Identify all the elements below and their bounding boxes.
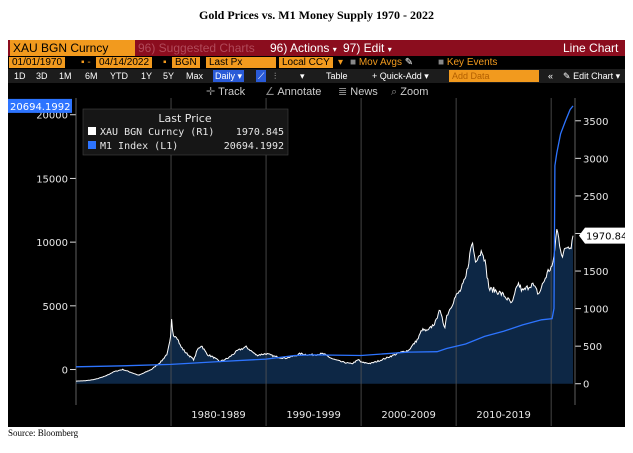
- frequency-select[interactable]: Daily ▾: [213, 70, 245, 82]
- collapse-icon[interactable]: «: [548, 71, 554, 81]
- calendar-icon[interactable]: ▪: [163, 57, 167, 68]
- legend-header: Last Price: [158, 112, 211, 125]
- key-events-label: Key Events: [446, 57, 498, 68]
- edit-chart-button[interactable]: ✎ Edit Chart ▾: [563, 70, 620, 82]
- gold-last-value-text: 1970.845: [586, 232, 625, 243]
- checkbox-icon: ■: [438, 57, 445, 68]
- source-field[interactable]: BGN: [172, 57, 200, 68]
- pencil-icon: ✎: [563, 71, 571, 81]
- gold-last-value-badge: [579, 227, 625, 244]
- right-axis-tick-label: 0: [583, 380, 589, 391]
- left-axis-tick-label: 5000: [43, 302, 68, 313]
- date-toolbar: 01/01/1970 ▪ - 04/14/2022 ▪ BGN Last Px …: [8, 56, 625, 69]
- checkbox-icon: ■: [350, 57, 357, 68]
- left-axis-tick-label: 10000: [36, 238, 68, 249]
- gold-price-line[interactable]: [76, 229, 574, 382]
- date-range-dash: ▪ -: [81, 57, 91, 68]
- legend-value-gold: 1970.845: [236, 127, 284, 138]
- legend-swatch-m1: [88, 141, 96, 149]
- period-max[interactable]: Max: [186, 71, 204, 81]
- legend-label-gold: XAU BGN Curncy (R1): [100, 127, 214, 138]
- chevron-down-icon[interactable]: ▾: [300, 71, 305, 81]
- period-1m[interactable]: 1M: [59, 71, 72, 81]
- chevron-down-icon[interactable]: ▾: [338, 57, 344, 68]
- track-tool[interactable]: ✛ Track: [206, 85, 245, 99]
- line-chart-icon[interactable]: ⟋: [256, 70, 267, 82]
- m1-last-value-badge: [8, 98, 72, 113]
- news-label: News: [350, 86, 378, 98]
- zoom-label: Zoom: [400, 86, 429, 98]
- quick-add-label: + Quick-Add: [372, 71, 422, 81]
- right-axis-tick-label: 1500: [583, 267, 608, 278]
- chevron-down-icon: ▾: [237, 71, 243, 81]
- legend-swatch-gold: [88, 127, 96, 135]
- m1-index-line[interactable]: [75, 105, 574, 368]
- period-6m[interactable]: 6M: [85, 71, 98, 81]
- decade-label: 1980-1989: [191, 410, 246, 421]
- edit-chart-label: Edit Chart: [573, 71, 614, 81]
- suggested-charts-button[interactable]: 96) Suggested Charts: [138, 41, 255, 55]
- right-axis-tick-label: 500: [583, 342, 602, 353]
- period-ytd[interactable]: YTD: [110, 71, 128, 81]
- gold-area-fill: [76, 229, 573, 384]
- left-axis-tick-label: 0: [62, 366, 68, 377]
- right-axis-tick-label: 2500: [583, 192, 608, 203]
- m1-last-value-text: 20694.1992: [10, 102, 70, 113]
- news-tool[interactable]: ≣ News: [338, 85, 378, 99]
- news-icon: ≣: [338, 86, 348, 98]
- title-toolbar: XAU BGN Curncy 96) Suggested Charts 96) …: [8, 40, 625, 56]
- chevron-down-icon: ▾: [615, 71, 621, 81]
- table-button[interactable]: Table: [326, 71, 348, 81]
- track-label: Track: [218, 86, 246, 98]
- chevron-down-icon: ▾: [424, 71, 429, 81]
- security-field[interactable]: XAU BGN Curncy: [10, 40, 135, 56]
- annotate-tool[interactable]: ∠ Annotate: [265, 85, 321, 99]
- right-axis-tick-label: 3000: [583, 154, 608, 165]
- legend-value-m1: 20694.1992: [224, 141, 284, 152]
- annotate-label: Annotate: [277, 86, 322, 98]
- source-note: Source: Bloomberg: [8, 428, 79, 438]
- crosshair-icon: ✛: [206, 86, 216, 98]
- chart-tools-toolbar: ✛ Track ∠ Annotate ≣ News ⌕ Zoom: [8, 83, 625, 101]
- actions-menu[interactable]: 96) Actions ▾: [270, 40, 337, 56]
- period-5y[interactable]: 5Y: [163, 71, 175, 81]
- key-events-toggle[interactable]: ■ Key Events: [438, 57, 497, 68]
- legend-label-m1: M1 Index (L1): [100, 141, 178, 152]
- annotate-icon: ∠: [265, 86, 275, 98]
- mov-avgs-toggle[interactable]: ■ Mov Avgs ✎: [350, 57, 413, 68]
- magnifier-icon: ⌕: [391, 86, 398, 98]
- mov-avgs-label: Mov Avgs: [358, 57, 402, 68]
- edit-menu[interactable]: 97) Edit ▾: [343, 40, 392, 56]
- price-field[interactable]: Last Px: [206, 57, 276, 68]
- actions-label: 96) Actions: [270, 41, 330, 55]
- bar-chart-icon[interactable]: ⫶: [274, 71, 277, 81]
- decade-label: 1990-1999: [286, 410, 341, 421]
- legend-box: [82, 108, 289, 156]
- edit-label: 97) Edit: [343, 41, 385, 55]
- period-1d[interactable]: 1D: [14, 71, 26, 81]
- left-axis-tick-label: 20000: [36, 111, 68, 122]
- decade-label: 2010-2019: [476, 410, 531, 421]
- pencil-icon: ✎: [404, 57, 414, 68]
- start-date-input[interactable]: 01/01/1970: [9, 57, 66, 68]
- chevron-down-icon: ▾: [332, 45, 337, 54]
- add-data-input[interactable]: Add Data: [449, 70, 539, 82]
- chart-type-label[interactable]: Line Chart: [563, 41, 619, 55]
- end-date-input[interactable]: 04/14/2022: [96, 57, 153, 68]
- currency-select[interactable]: Local CCY: [279, 57, 333, 68]
- period-toolbar: 1D 3D 1M 6M YTD 1Y 5Y Max Daily ▾ ⟋ ⫶ ▾ …: [8, 69, 625, 83]
- decade-label: 2000-2009: [381, 410, 436, 421]
- period-1y[interactable]: 1Y: [141, 71, 153, 81]
- right-axis-tick-label: 1000: [583, 305, 608, 316]
- left-axis-tick-label: 15000: [36, 174, 68, 185]
- frequency-label: Daily: [215, 71, 236, 81]
- zoom-tool[interactable]: ⌕ Zoom: [391, 85, 428, 99]
- gold-vs-m1-chart[interactable]: 0500010000150002000005001000150020002500…: [8, 40, 625, 427]
- period-3d[interactable]: 3D: [36, 71, 48, 81]
- chevron-down-icon: ▾: [387, 45, 392, 54]
- right-axis-tick-label: 3500: [583, 117, 608, 128]
- quick-add-button[interactable]: + Quick-Add ▾: [372, 70, 429, 82]
- figure-title: Gold Prices vs. M1 Money Supply 1970 - 2…: [198, 8, 434, 22]
